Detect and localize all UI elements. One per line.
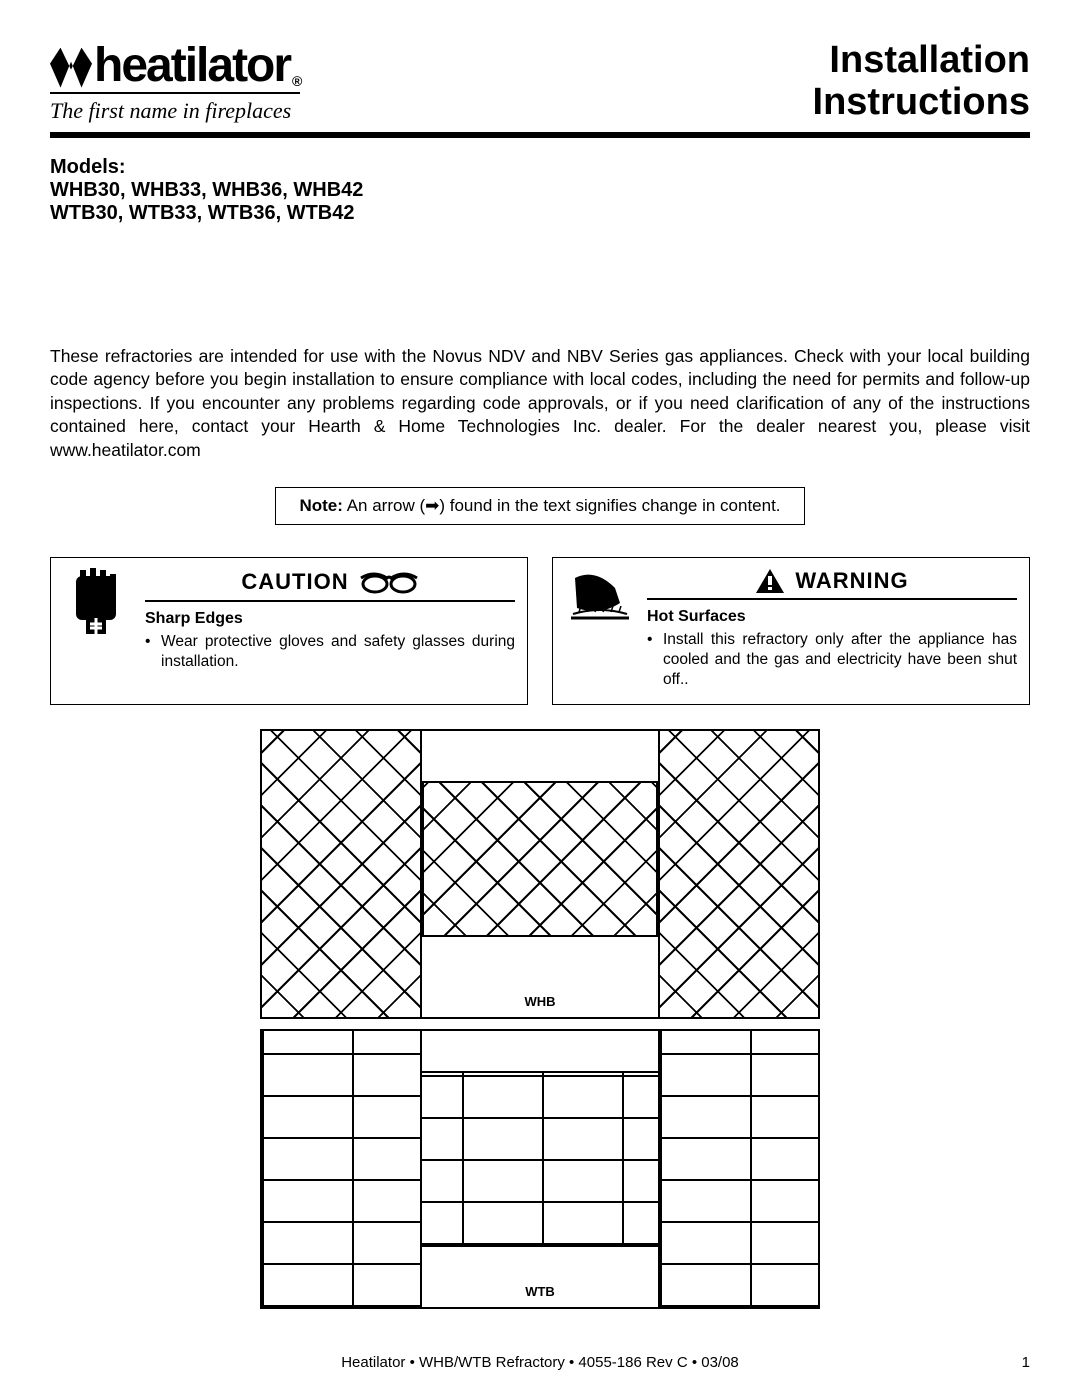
warning-triangle-icon <box>755 568 785 594</box>
doc-title-line2: Instructions <box>813 82 1030 124</box>
brand-tagline: The first name in fireplaces <box>50 92 300 124</box>
page-number: 1 <box>1022 1354 1030 1371</box>
page-header: heatilator ® The first name in fireplace… <box>50 40 1030 138</box>
figures-block: WHB WTB <box>50 729 1030 1309</box>
models-label: Models: <box>50 156 1030 179</box>
caution-title: CAUTION <box>241 569 348 595</box>
hot-surface-icon <box>565 568 635 690</box>
footer-text: Heatilator • WHB/WTB Refractory • 4055-1… <box>341 1354 739 1371</box>
brand-name: heatilator ® <box>50 44 300 87</box>
models-line1: WHB30, WHB33, WHB36, WHB42 <box>50 179 1030 202</box>
doc-title-line1: Installation <box>813 40 1030 82</box>
page-footer: Heatilator • WHB/WTB Refractory • 4055-1… <box>50 1354 1030 1371</box>
figure-wtb: WTB <box>260 1029 820 1309</box>
note-text: An arrow (➡) found in the text signifies… <box>343 496 781 515</box>
wtb-label: WTB <box>519 1284 561 1299</box>
brand-text: heatilator <box>94 44 290 87</box>
glasses-icon <box>359 568 419 596</box>
note-label: Note: <box>299 496 342 515</box>
document-title: Installation Instructions <box>813 40 1030 124</box>
flame-icon <box>50 48 92 88</box>
logo-block: heatilator ® The first name in fireplace… <box>50 44 300 123</box>
whb-label: WHB <box>518 994 561 1009</box>
trademark-symbol: ® <box>292 75 300 88</box>
caution-subtitle: Sharp Edges <box>145 610 515 628</box>
warning-box: WARNING Hot Surfaces Install this refrac… <box>552 557 1030 705</box>
warning-subtitle: Hot Surfaces <box>647 608 1017 626</box>
caution-box: CAUTION Sharp Edges Wear protective glov… <box>50 557 528 705</box>
figure-whb: WHB <box>260 729 820 1019</box>
note-box: Note: An arrow (➡) found in the text sig… <box>275 487 805 525</box>
models-section: Models: WHB30, WHB33, WHB36, WHB42 WTB30… <box>50 156 1030 225</box>
caution-text: Wear protective gloves and safety glasse… <box>145 632 515 672</box>
warning-text: Install this refractory only after the a… <box>647 630 1017 690</box>
intro-paragraph: These refractories are intended for use … <box>50 345 1030 463</box>
glove-icon <box>63 568 133 690</box>
alerts-row: CAUTION Sharp Edges Wear protective glov… <box>50 557 1030 705</box>
models-line2: WTB30, WTB33, WTB36, WTB42 <box>50 202 1030 225</box>
warning-title: WARNING <box>795 568 908 594</box>
